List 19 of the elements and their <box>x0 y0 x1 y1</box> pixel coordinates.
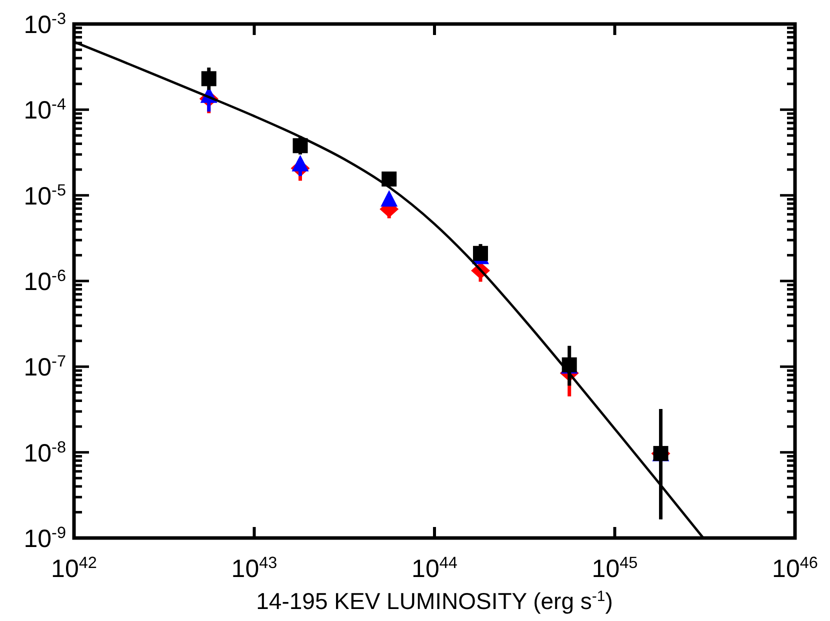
x-tick-label: 10$^{46}$ <box>772 554 818 583</box>
y-tick-label: 10$^{-7}$ <box>24 352 66 382</box>
x-axis-title: 14-195 KEV LUMINOSITY (erg s$^{-1}$) <box>256 588 613 614</box>
y-tick-label: 10$^{-6}$ <box>24 267 66 296</box>
x-tick-label: 10$^{42}$ <box>51 554 97 583</box>
y-tick-label: 10$^{-3}$ <box>24 10 66 39</box>
y-tick-label: 10$^{-4}$ <box>24 96 66 125</box>
point <box>380 190 398 207</box>
x-tick-label: 10$^{43}$ <box>231 554 278 583</box>
point <box>201 71 216 86</box>
y-tick-label: 10$^{-9}$ <box>24 524 66 553</box>
point <box>292 138 308 154</box>
point <box>473 246 488 261</box>
x-tick-label: 10$^{45}$ <box>592 554 638 583</box>
x-tick-label: 10$^{44}$ <box>412 554 458 583</box>
y-tick-label: 10$^{-5}$ <box>24 181 66 210</box>
point <box>292 154 309 172</box>
point <box>382 172 397 187</box>
y-tick-label: 10$^{-8}$ <box>24 438 66 468</box>
